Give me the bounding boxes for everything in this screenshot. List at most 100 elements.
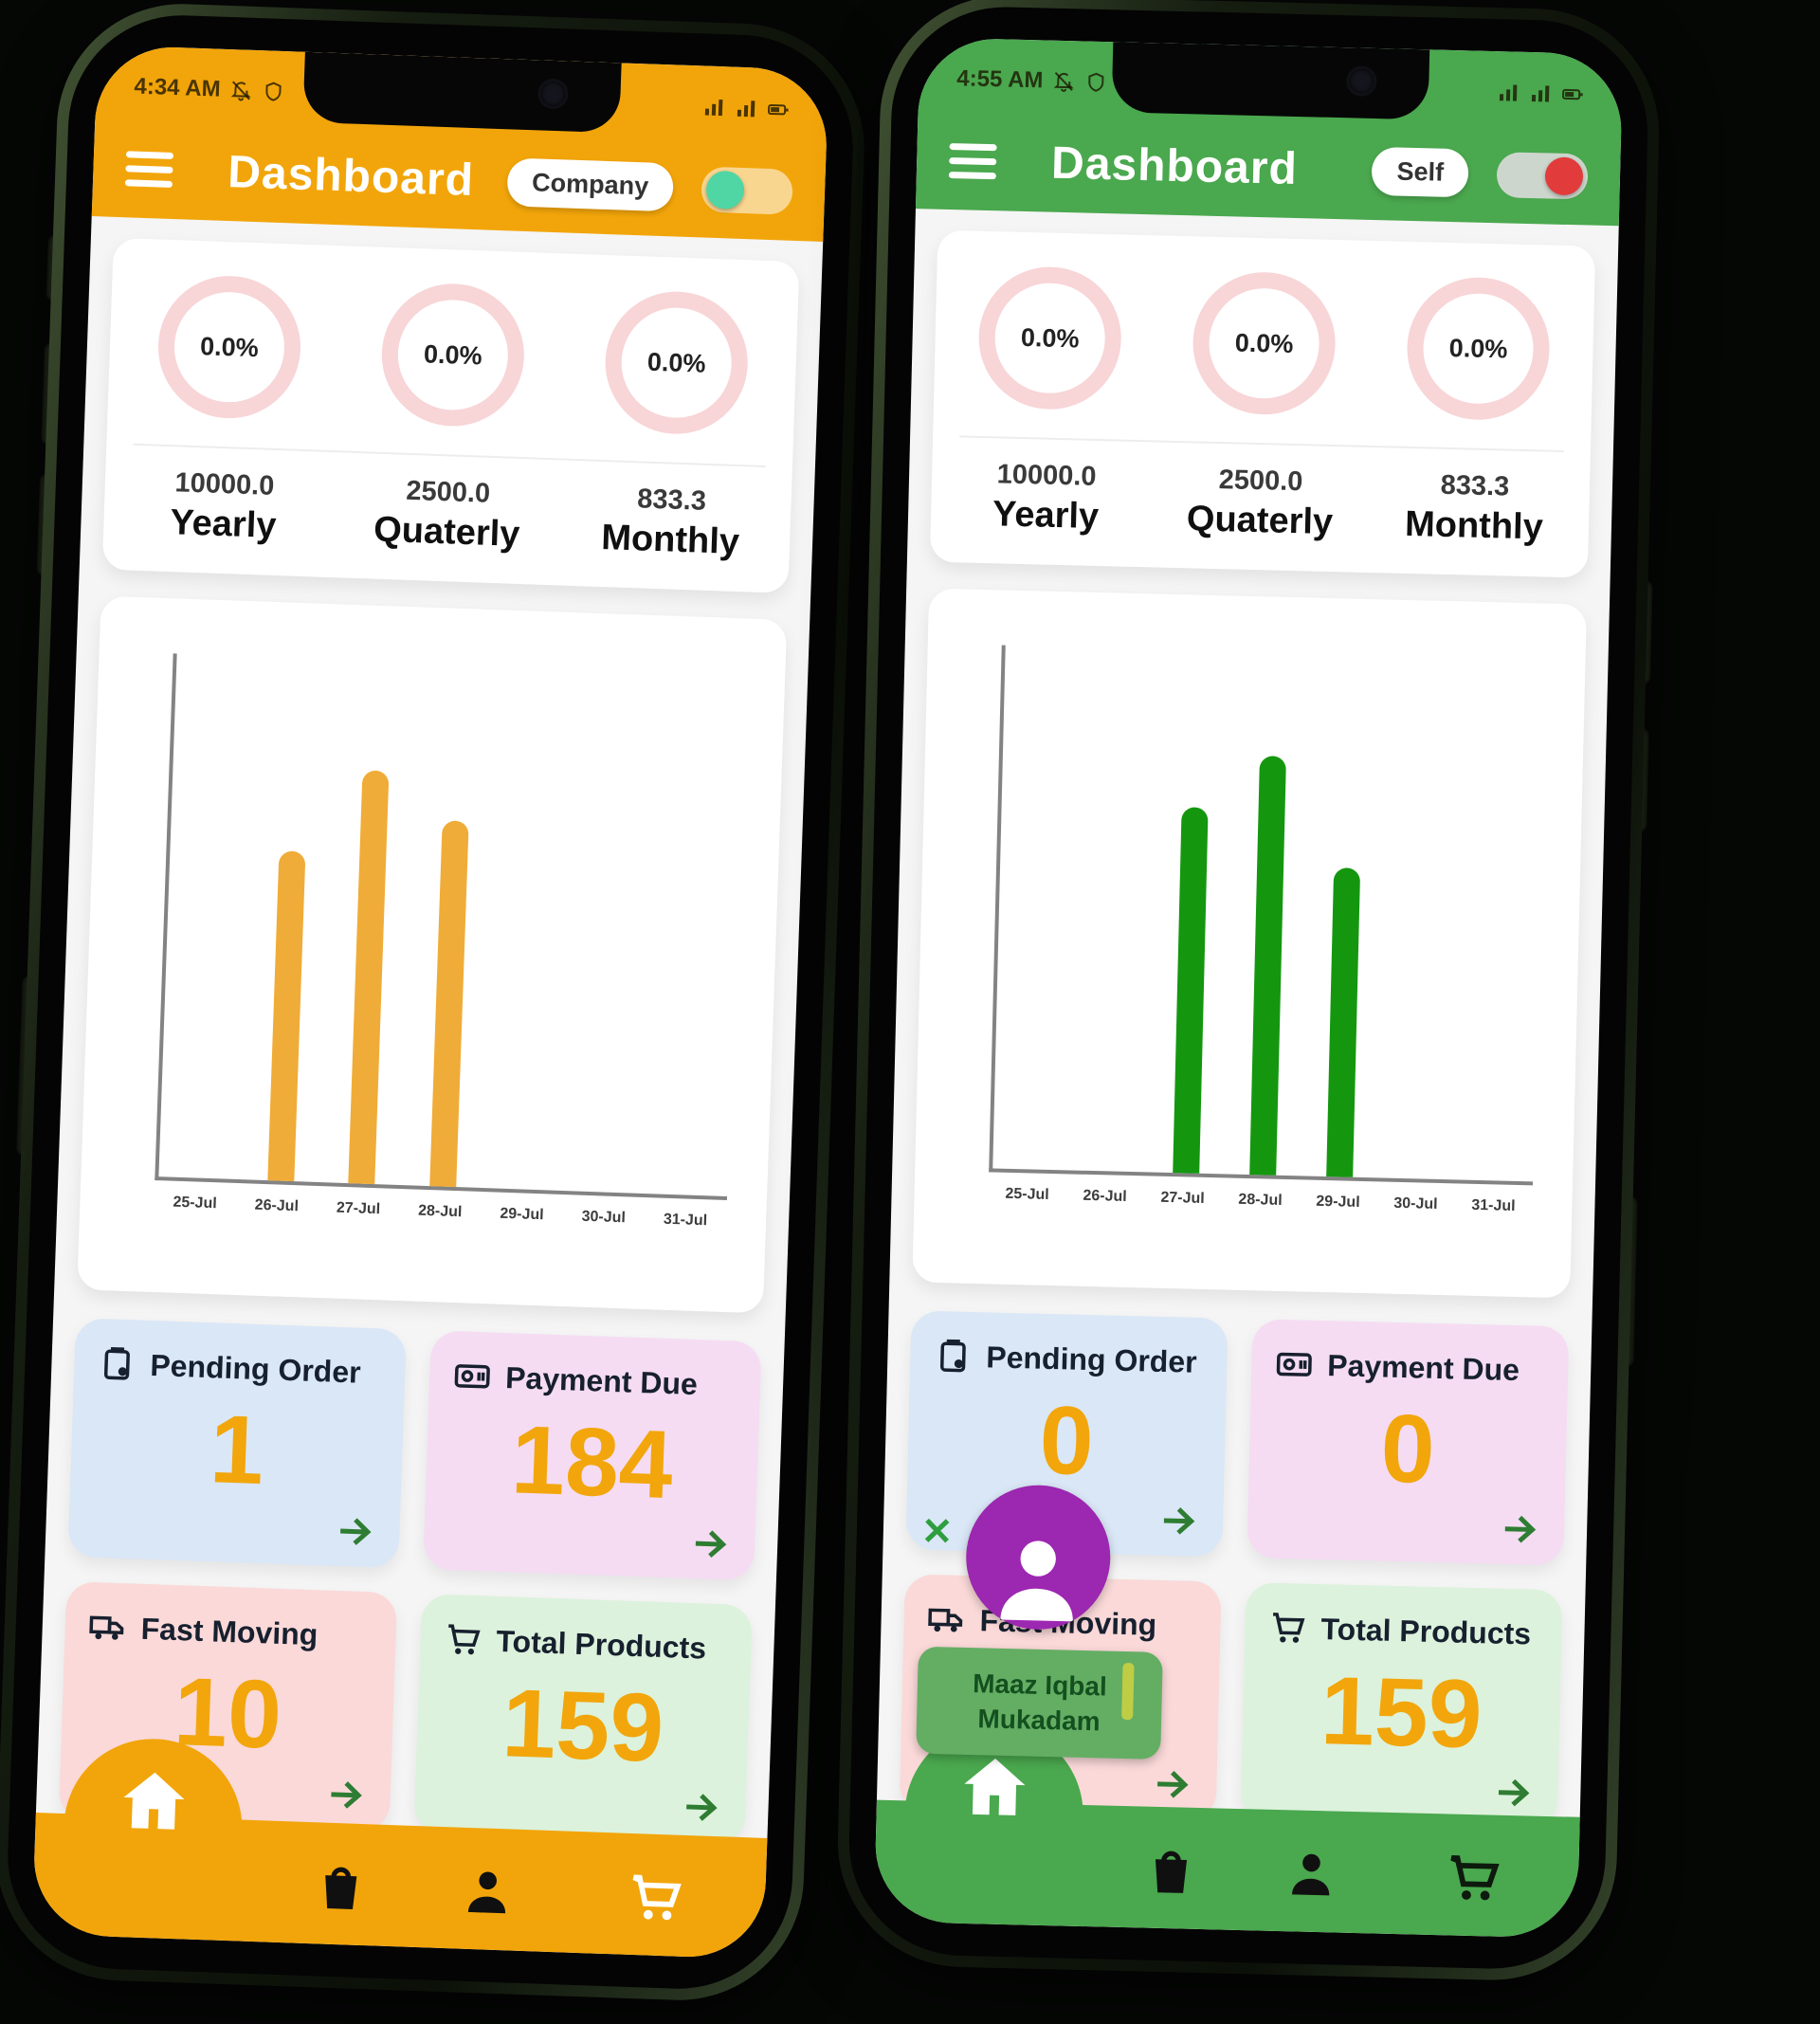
person-icon[interactable] xyxy=(1281,1844,1340,1904)
phone-screen: 4:34 AM xyxy=(31,45,829,1960)
sales-bar-chart: 25-Jul 26-Jul 27-Jul 28-Jul 29-Jul 30-Jul 31-J… xyxy=(912,588,1587,1299)
mode-pill[interactable]: Self xyxy=(1371,146,1469,198)
arrow-right-icon[interactable] xyxy=(679,1785,724,1831)
card-value: 184 xyxy=(509,1405,675,1520)
x-axis-labels: 25-Jul 26-Jul 27-Jul 28-Jul 29-Jul 30-Jul 31-J… xyxy=(988,1185,1533,1236)
stat-label: Monthly xyxy=(600,518,740,563)
payment-icon xyxy=(1274,1344,1315,1385)
arrow-right-icon[interactable] xyxy=(687,1522,733,1567)
dashboard-content: 0.0% 0.0% 0.0% 10000.0 Yearly 2500.0 xyxy=(874,209,1619,1939)
phone-notch xyxy=(1111,42,1430,120)
truck-icon xyxy=(87,1607,128,1648)
battery-icon xyxy=(767,98,791,121)
cart-icon xyxy=(1267,1608,1308,1649)
pending-order-card[interactable]: Pending Order 0 ✕ xyxy=(905,1310,1228,1558)
clipboard-icon xyxy=(933,1336,974,1377)
mode-toggle[interactable] xyxy=(1496,151,1589,199)
close-x-mark: ✕ xyxy=(920,1510,954,1554)
pending-order-card[interactable]: Pending Order 1 xyxy=(67,1318,407,1569)
fast-moving-card[interactable]: Fast Moving xyxy=(899,1574,1222,1821)
card-value: 159 xyxy=(500,1668,665,1783)
user-avatar[interactable] xyxy=(964,1483,1113,1632)
arrow-right-icon[interactable] xyxy=(1498,1507,1542,1552)
ring-percent: 0.0% xyxy=(646,347,706,378)
bell-off-icon xyxy=(229,79,253,102)
stat-label: Yearly xyxy=(992,494,1100,537)
stat-value: 833.3 xyxy=(636,483,707,517)
phone-notch xyxy=(302,51,622,134)
signal-icon xyxy=(702,95,726,119)
signal-icon xyxy=(1529,82,1553,105)
menu-button[interactable] xyxy=(948,143,997,180)
x-axis-label: 28-Jul xyxy=(417,1202,463,1221)
bag-icon[interactable] xyxy=(1140,1841,1200,1901)
stat-value: 2500.0 xyxy=(1218,465,1303,498)
mode-pill[interactable]: Company xyxy=(506,157,675,212)
summary-grid: Pending Order 0 ✕ xyxy=(895,1310,1570,1938)
card-title: Fast Moving xyxy=(140,1611,318,1651)
app-header: 4:55 AM xyxy=(915,37,1624,227)
stat-value: 2500.0 xyxy=(405,475,491,509)
total-products-card[interactable]: Total Products 159 xyxy=(1240,1582,1563,1830)
nav-home-bump[interactable] xyxy=(61,1736,246,1921)
chart-bar xyxy=(1172,806,1209,1174)
chart-bar xyxy=(348,770,390,1185)
progress-ring: 0.0% xyxy=(976,264,1123,411)
bag-icon[interactable] xyxy=(311,1856,372,1917)
divider xyxy=(959,435,1564,452)
ring-percent: 0.0% xyxy=(423,338,483,370)
arrow-right-icon[interactable] xyxy=(1150,1762,1194,1807)
stat-label: Monthly xyxy=(1404,503,1544,548)
stats-card: 0.0% 0.0% 0.0% 10000.0 Yearly 2500.0 xyxy=(929,229,1596,578)
nav-home-bump[interactable] xyxy=(902,1723,1085,1905)
chart-bar xyxy=(1326,867,1361,1177)
text-cursor xyxy=(1121,1663,1135,1721)
chart-bar xyxy=(266,850,306,1182)
phone-screen: 4:55 AM xyxy=(873,37,1624,1939)
cart-icon[interactable] xyxy=(625,1868,685,1928)
status-time: 4:34 AM xyxy=(134,73,222,102)
payment-due-card[interactable]: Payment Due 0 xyxy=(1247,1319,1570,1566)
phone-mockup-company: 4:34 AM xyxy=(0,0,869,2005)
chart-bar xyxy=(1249,756,1286,1176)
card-title: Total Products xyxy=(1320,1611,1532,1650)
progress-ring: 0.0% xyxy=(379,281,527,429)
status-bar: 4:55 AM xyxy=(919,37,1624,126)
x-axis-labels: 25-Jul 26-Jul 27-Jul 28-Jul 29-Jul 30-Jul 31-J… xyxy=(153,1194,726,1251)
card-title: Payment Due xyxy=(1326,1347,1520,1387)
phone-frame: 4:55 AM xyxy=(834,0,1663,1983)
cart-icon[interactable] xyxy=(1443,1848,1502,1907)
x-axis-label: 25-Jul xyxy=(173,1194,217,1213)
card-value: 159 xyxy=(1319,1656,1483,1769)
total-products-card[interactable]: Total Products 159 xyxy=(413,1594,754,1845)
person-icon[interactable] xyxy=(457,1862,518,1923)
x-axis-label: 29-Jul xyxy=(500,1205,544,1224)
home-icon[interactable] xyxy=(956,1749,1033,1827)
x-axis-label: 31-Jul xyxy=(1471,1196,1516,1214)
stat-label: Yearly xyxy=(169,502,278,547)
mode-toggle[interactable] xyxy=(701,165,793,215)
ring-percent: 0.0% xyxy=(1234,327,1294,358)
cart-icon xyxy=(443,1619,483,1660)
progress-ring: 0.0% xyxy=(1405,275,1552,422)
arrow-right-icon[interactable] xyxy=(1491,1771,1536,1815)
x-axis-label: 29-Jul xyxy=(1316,1193,1360,1211)
phone-mockup-self: 4:55 AM xyxy=(834,0,1663,1983)
payment-due-card[interactable]: Payment Due 184 xyxy=(423,1330,762,1581)
user-name: Maaz Iqbal Mukadam xyxy=(972,1668,1108,1737)
progress-ring: 0.0% xyxy=(1191,270,1338,417)
status-time: 4:55 AM xyxy=(956,65,1044,94)
home-icon[interactable] xyxy=(115,1762,193,1841)
shield-icon xyxy=(1084,71,1108,95)
arrow-right-icon[interactable] xyxy=(333,1509,378,1555)
arrow-right-icon[interactable] xyxy=(323,1773,369,1818)
status-bar: 4:34 AM xyxy=(95,45,828,142)
divider xyxy=(133,443,766,468)
arrow-right-icon[interactable] xyxy=(1156,1499,1201,1543)
stat-value: 10000.0 xyxy=(173,467,275,501)
card-title: Payment Due xyxy=(504,1359,699,1401)
card-title: Pending Order xyxy=(985,1339,1198,1379)
menu-button[interactable] xyxy=(124,151,174,188)
fast-moving-card[interactable]: Fast Moving 10 xyxy=(58,1580,398,1833)
